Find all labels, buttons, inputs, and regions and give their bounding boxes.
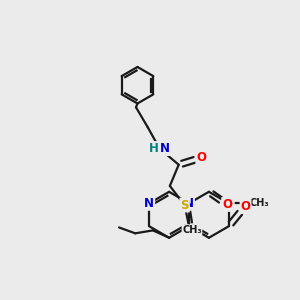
Text: CH₃: CH₃ [182, 225, 202, 235]
Text: N: N [184, 197, 194, 210]
Text: S: S [180, 199, 189, 212]
Text: O: O [222, 198, 232, 211]
Text: N: N [224, 197, 234, 210]
Text: CH₃: CH₃ [249, 198, 269, 208]
Text: O: O [196, 151, 206, 164]
Text: O: O [241, 200, 250, 213]
Text: N: N [144, 197, 154, 210]
Text: N: N [160, 142, 170, 155]
Text: H: H [149, 142, 159, 155]
